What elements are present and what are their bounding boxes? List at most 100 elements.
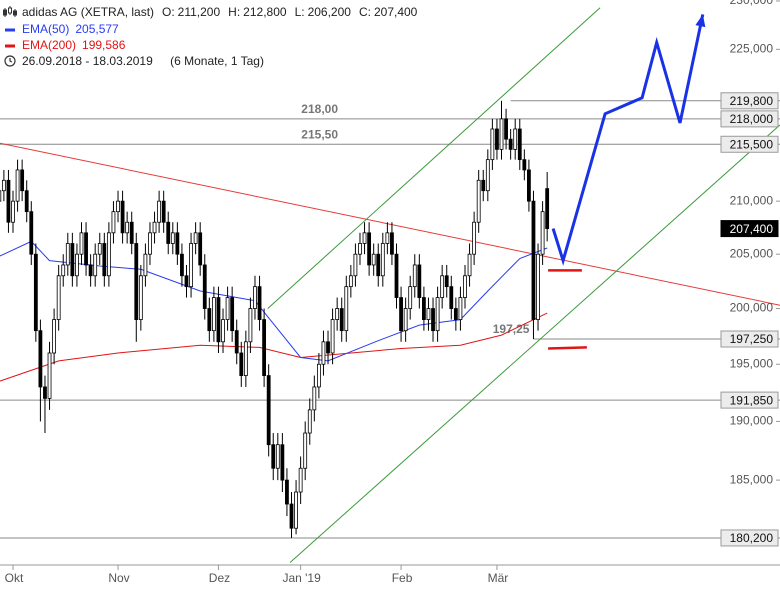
candle-body	[38, 330, 43, 388]
y-tick-label: 205,000	[730, 246, 774, 260]
price-box	[720, 135, 779, 153]
candle-body	[417, 264, 422, 298]
candle-body	[394, 253, 399, 298]
candle-body	[157, 200, 162, 223]
candle-body	[207, 308, 212, 332]
candle-body	[399, 297, 403, 332]
candle-body	[476, 179, 481, 223]
candle-body	[344, 286, 349, 332]
candle-body	[458, 297, 463, 320]
y-tick-label: 185,000	[730, 472, 774, 486]
quote-value: 212,800	[243, 5, 287, 19]
candle-body	[138, 275, 143, 320]
candle-body	[431, 308, 435, 332]
quote-key: L:	[295, 5, 305, 19]
candle-body	[504, 118, 508, 140]
candle-body	[102, 243, 107, 277]
quote-key: C:	[359, 5, 371, 19]
candle-body	[143, 253, 148, 277]
projection-line	[551, 14, 705, 266]
candle-body	[84, 232, 88, 266]
price-label: 219,800	[730, 94, 774, 108]
candle-body	[111, 211, 116, 234]
x-tick-label: Okt	[5, 571, 24, 585]
level-note: 215,50	[301, 127, 338, 141]
candle-body	[513, 128, 518, 150]
candle-body	[257, 286, 262, 320]
chart-icon	[3, 6, 17, 17]
candle-body	[33, 253, 38, 332]
quote-value: 207,400	[374, 5, 418, 19]
candle-body	[189, 243, 193, 288]
candle-body	[435, 297, 440, 332]
candle-body	[170, 232, 175, 244]
x-tick-label: Dez	[209, 571, 230, 585]
candle-body	[202, 264, 207, 309]
candle-body	[495, 128, 499, 150]
candle-body	[56, 275, 61, 320]
price-box	[720, 220, 779, 238]
candle-body	[335, 308, 340, 320]
candle-body	[421, 297, 426, 320]
candle-body	[540, 211, 545, 255]
trend-line	[267, 7, 601, 309]
candle-body	[106, 232, 111, 277]
candle-body	[367, 232, 372, 266]
candle-body	[481, 179, 486, 192]
candle-body	[453, 308, 458, 320]
candle-body	[1, 179, 6, 192]
price-label: 218,000	[730, 112, 774, 126]
legend-label: EMA(200) 199,586	[22, 38, 126, 52]
candle-body	[6, 179, 11, 223]
candle-body	[339, 308, 344, 332]
candle-body	[408, 286, 413, 309]
candle-body	[193, 232, 198, 244]
quote-key: H:	[228, 5, 240, 19]
candle-body	[262, 319, 267, 376]
candle-body	[29, 211, 34, 255]
legend-label: EMA(50) 205,577	[22, 22, 119, 36]
candle-body	[125, 221, 130, 234]
candle-body	[225, 297, 230, 320]
candle-body	[0, 190, 2, 202]
candle-body	[248, 308, 253, 343]
candle-body	[271, 444, 276, 469]
candle-body	[221, 319, 225, 343]
candle-body	[184, 275, 189, 288]
chart-title: adidas AG (XETRA, last)	[22, 5, 154, 19]
candle-body	[180, 253, 184, 277]
candle-body	[326, 341, 330, 354]
marker-line	[548, 346, 587, 350]
candle-body	[161, 200, 166, 223]
quote-value: 206,200	[308, 5, 352, 19]
candle-body	[61, 264, 66, 277]
price-box	[720, 92, 779, 110]
candle-body	[444, 275, 449, 288]
y-tick-label: 195,000	[730, 356, 774, 370]
candle-body	[385, 232, 390, 244]
price-box	[720, 330, 779, 348]
candle-body	[79, 232, 84, 255]
legend-value: 205,577	[75, 22, 119, 36]
candle-body	[11, 200, 15, 223]
candle-body	[75, 253, 79, 277]
period-note: (6 Monate, 1 Tag)	[170, 54, 264, 68]
x-tick-label: Feb	[392, 571, 413, 585]
candle-body	[348, 275, 353, 288]
candle-body	[47, 352, 52, 399]
candle-body	[93, 253, 98, 277]
candle-body	[426, 308, 431, 320]
candle-body	[243, 341, 248, 376]
clock-icon	[4, 55, 16, 67]
candle-body	[285, 479, 289, 505]
candle-body	[390, 232, 394, 255]
candle-body	[65, 243, 70, 266]
candle-body	[536, 253, 540, 320]
candle-body	[527, 169, 531, 202]
candle-body	[166, 221, 171, 244]
candle-body	[275, 444, 280, 469]
candle-body	[289, 503, 294, 529]
candle-body	[380, 243, 385, 277]
